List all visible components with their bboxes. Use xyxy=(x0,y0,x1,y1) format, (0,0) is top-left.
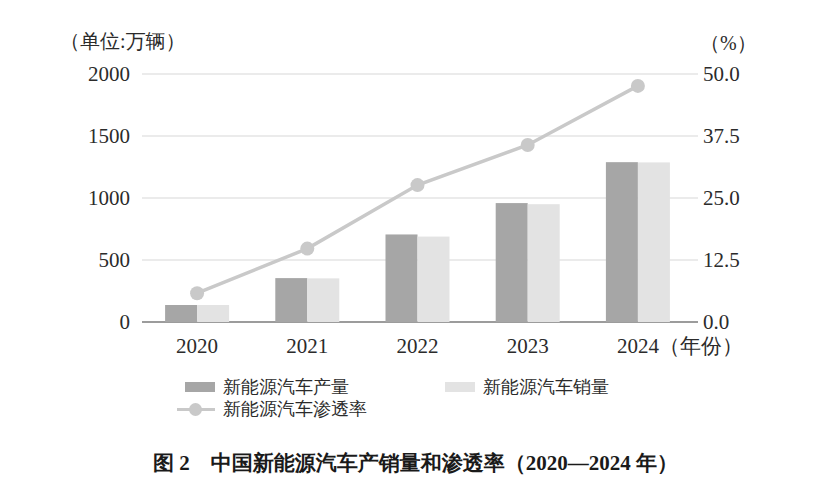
bar-sales-2024 xyxy=(638,162,670,322)
legend-item-sales: 新能源汽车销量 xyxy=(445,375,609,399)
left-axis-tick: 2000 xyxy=(56,62,130,86)
right-axis-tick: 0.0 xyxy=(703,310,783,334)
x-axis-label-2022: 2022 xyxy=(363,334,473,358)
x-axis-label-2023: 2023 xyxy=(473,334,583,358)
figure-2-nev-chart: （单位:万辆） （%） 200050.0150037.5100025.05001… xyxy=(0,0,831,497)
sales-bar-swatch-icon xyxy=(445,382,475,392)
penetration-point-2022 xyxy=(411,178,425,192)
bar-sales-2021 xyxy=(307,278,339,322)
x-axis-label-2020: 2020 xyxy=(142,334,252,358)
production-bar-swatch-icon xyxy=(185,382,215,392)
bar-sales-2022 xyxy=(418,237,450,322)
figure-caption: 图 2 中国新能源汽车产销量和渗透率（2020—2024 年） xyxy=(0,449,831,477)
penetration-point-2024 xyxy=(631,79,645,93)
left-axis-tick: 500 xyxy=(56,248,130,272)
right-axis-tick: 12.5 xyxy=(703,248,783,272)
legend-item-penetration: 新能源汽车渗透率 xyxy=(177,397,367,421)
left-axis-tick: 0 xyxy=(56,310,130,334)
legend-label-penetration: 新能源汽车渗透率 xyxy=(223,397,367,421)
legend-item-production: 新能源汽车产量 xyxy=(185,375,349,399)
left-axis-tick: 1500 xyxy=(56,124,130,148)
right-axis-tick: 25.0 xyxy=(703,186,783,210)
right-axis-tick: 37.5 xyxy=(703,124,783,148)
bar-production-2020 xyxy=(165,305,197,322)
x-axis-label-2021: 2021 xyxy=(252,334,362,358)
penetration-point-2021 xyxy=(300,242,314,256)
legend-label-production: 新能源汽车产量 xyxy=(223,375,349,399)
penetration-point-2020 xyxy=(190,286,204,300)
penetration-line-swatch-icon xyxy=(177,408,215,411)
left-axis-tick: 1000 xyxy=(56,186,130,210)
bar-production-2023 xyxy=(496,203,528,322)
penetration-dot-icon xyxy=(189,403,202,416)
bar-production-2021 xyxy=(275,278,307,322)
right-axis-tick: 50.0 xyxy=(703,62,783,86)
bar-sales-2023 xyxy=(528,204,560,322)
bar-production-2022 xyxy=(386,234,418,322)
bar-sales-2020 xyxy=(197,305,229,322)
penetration-point-2023 xyxy=(521,138,535,152)
legend-label-sales: 新能源汽车销量 xyxy=(483,375,609,399)
bar-production-2024 xyxy=(606,162,638,322)
x-axis-suffix-label: （年份） xyxy=(659,334,743,358)
